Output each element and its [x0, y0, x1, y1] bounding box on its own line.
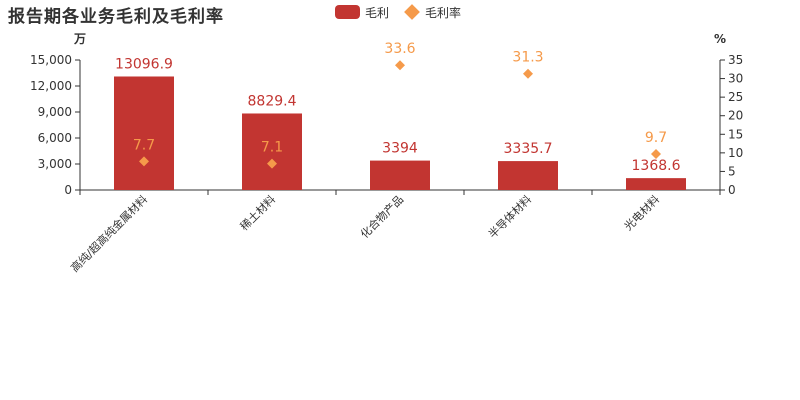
bar [370, 160, 430, 190]
margin-value-label: 33.6 [384, 41, 415, 57]
y-left-tick-label: 3,000 [38, 157, 72, 171]
x-tick-label: 化合物产品 [357, 192, 406, 241]
y-right-tick-label: 25 [728, 90, 743, 104]
legend: 毛利 毛利率 [335, 4, 471, 20]
legend-bar-swatch-icon [335, 5, 360, 19]
bar-value-label: 3394 [382, 141, 418, 157]
legend-label-gross-margin: 毛利率 [425, 5, 462, 20]
y-axis-right-unit: % [714, 32, 726, 46]
legend-label-gross-profit: 毛利 [365, 5, 390, 20]
bar-value-label: 1368.6 [632, 158, 681, 174]
y-right-tick-label: 30 [728, 72, 743, 86]
y-right-tick-label: 10 [728, 146, 743, 160]
y-left-tick-label: 9,000 [38, 105, 72, 119]
legend-item-gross-margin[interactable]: 毛利率 [399, 4, 461, 21]
margin-point [395, 60, 405, 71]
bar-value-label: 13096.9 [115, 56, 173, 72]
bar [498, 161, 558, 190]
y-right-tick-label: 35 [728, 53, 743, 67]
y-right-tick-label: 5 [728, 164, 736, 178]
x-tick-label: 光电材料 [621, 192, 662, 233]
y-axis-left-unit: 万 [73, 32, 86, 46]
margin-value-label: 7.7 [133, 137, 155, 153]
y-right-tick-label: 0 [728, 183, 736, 197]
margin-point [139, 156, 149, 167]
margin-value-label: 7.1 [261, 140, 283, 156]
margin-value-label: 9.7 [645, 130, 667, 146]
x-tick-label: 高纯/超高纯金属材料 [68, 192, 151, 275]
bar [626, 178, 686, 190]
margin-point [523, 68, 533, 79]
chart-title: 报告期各业务毛利及毛利率 [8, 7, 224, 27]
bar-value-label: 3335.7 [504, 141, 553, 157]
margin-value-label: 31.3 [512, 50, 543, 66]
y-left-tick-label: 12,000 [30, 79, 72, 93]
y-right-tick-label: 15 [728, 127, 743, 141]
y-left-tick-label: 6,000 [38, 131, 72, 145]
legend-item-gross-profit[interactable]: 毛利 [335, 4, 389, 21]
y-left-tick-label: 15,000 [30, 53, 72, 67]
y-left-tick-label: 0 [64, 183, 72, 197]
y-right-tick-label: 20 [728, 109, 743, 123]
bar-value-label: 8829.4 [248, 93, 297, 109]
x-tick-label: 半导体材料 [485, 192, 534, 241]
margin-point [651, 148, 661, 159]
bar [242, 113, 302, 190]
x-tick-label: 稀土材料 [237, 192, 278, 233]
bar [114, 76, 174, 190]
margin-point [267, 158, 277, 169]
